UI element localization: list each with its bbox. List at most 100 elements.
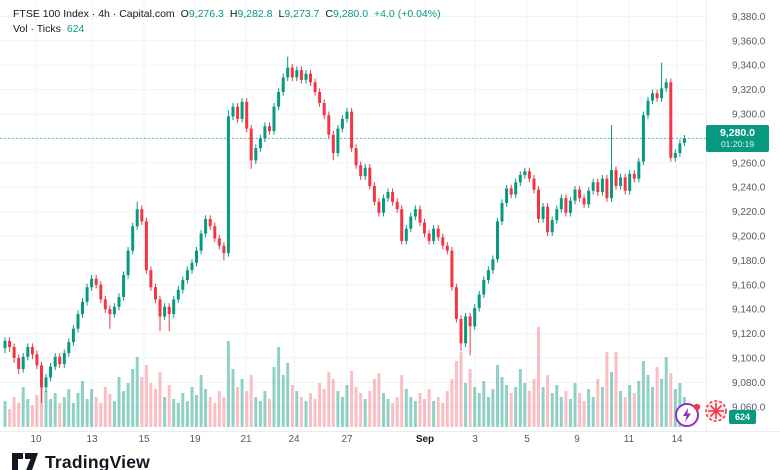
candle-body-down [208,218,212,227]
volume-bar [614,352,618,427]
volume-bar [144,365,148,427]
volume-bar [436,397,440,427]
candle-body-down [450,250,454,288]
volume-bar [185,401,189,427]
candle-body-up [204,218,208,234]
price-axis-label: 9,200.0 [732,232,766,243]
candle-body-down [350,111,354,149]
volume-bar [94,397,98,427]
candle-body-down [149,270,153,288]
candle-body-up [646,100,650,116]
time-axis-label: 24 [288,434,300,445]
volume-bar [582,401,586,427]
candle-body-up [226,116,230,254]
volume-bar [99,403,103,427]
volume-bar [245,391,249,427]
ohlc-close: C9,280.0 [325,8,369,20]
volume-bar [345,385,349,427]
candle-body-down [318,92,322,103]
candle-body-up [340,118,344,129]
volume-bar [646,375,650,427]
candle-body-up [523,171,527,175]
time-axis-label: 9 [574,434,580,445]
candle-body-down [655,93,659,99]
volume-bar [441,403,445,427]
volume-bar [71,403,75,427]
volume-bar [641,361,645,427]
volume-bar [382,393,385,427]
volume-bar [213,403,217,427]
volume-bar [600,387,604,427]
candle-body-up [76,314,80,329]
candle-body-up [550,220,554,233]
uk-flag-icon[interactable] [704,399,728,423]
candle-body-up [3,340,7,349]
candle-body-up [195,250,198,263]
volume-bar [176,403,180,427]
candle-body-down [582,198,586,205]
candle-body-up [673,153,677,158]
volume-bar [418,393,422,427]
volume-bar [62,397,66,427]
candle-body-up [491,259,495,271]
candle-body-up [628,173,632,191]
volume-indicator-label[interactable]: Vol · Ticks [13,23,61,35]
candle-body-up [126,250,130,275]
candle-body-down [395,201,399,210]
candle-body-down [400,209,404,241]
candle-body-down [441,237,445,246]
volume-bar [486,397,490,427]
candle-body-up [541,206,545,219]
volume-bar [122,391,126,427]
candle-body-up [682,138,686,143]
tradingview-logo[interactable]: TradingView [12,452,150,470]
candle-body-down [17,358,21,369]
volume-bar [318,383,322,427]
legend-row-symbol: FTSE 100 Index · 4h · Capital.com O9,276.… [13,7,441,21]
candle-body-down [158,299,162,317]
candle-body-up [619,177,623,186]
volume-bar [268,399,271,427]
volume-bar [154,389,157,427]
volume-bar [505,385,509,427]
candle-body-up [277,92,281,107]
candle-body-up [62,353,66,365]
time-scale[interactable]: 10 13 15 19 21 24 27 Sep 3 5 9 11 14 [30,434,683,445]
price-axis-label: 9,140.0 [732,305,766,316]
volume-histogram [3,327,686,427]
candle-body-up [281,77,285,92]
volume-bar [135,357,139,427]
candle-body-down [309,73,312,83]
symbol-title[interactable]: FTSE 100 Index · 4h · Capital.com [13,8,175,20]
candle-body-up [568,200,572,213]
volume-bar [404,389,408,427]
volume-bar [468,369,472,427]
candle-body-up [336,128,340,153]
volume-bar [651,387,654,427]
volume-bar [309,393,312,427]
candle-body-down [459,319,463,344]
volume-bar [30,405,34,427]
volume-bar [21,387,25,427]
volume-bar [532,379,536,427]
time-axis-label: 21 [240,434,252,445]
price-axis-label: 9,220.0 [732,207,766,218]
price-scale[interactable]: 9,380.09,360.09,340.09,320.09,300.09,280… [732,12,766,413]
boost-lightning-icon[interactable] [674,401,702,429]
time-axis-label: 10 [30,434,42,445]
price-axis-label: 9,380.0 [732,12,766,23]
volume-bar [281,375,285,427]
time-axis-label: 14 [671,434,683,445]
volume-bar [35,395,39,427]
ohlc-low: L9,273.7 [278,8,320,20]
volume-bar [336,391,340,427]
volume-bar [568,399,572,427]
candle-body-up [678,143,682,154]
candle-body-up [26,347,30,357]
candle-body-down [546,206,550,233]
candle-body-up [404,228,408,241]
volume-bar [17,403,21,427]
candle-body-down [40,365,43,388]
candle-body-down [30,347,34,355]
